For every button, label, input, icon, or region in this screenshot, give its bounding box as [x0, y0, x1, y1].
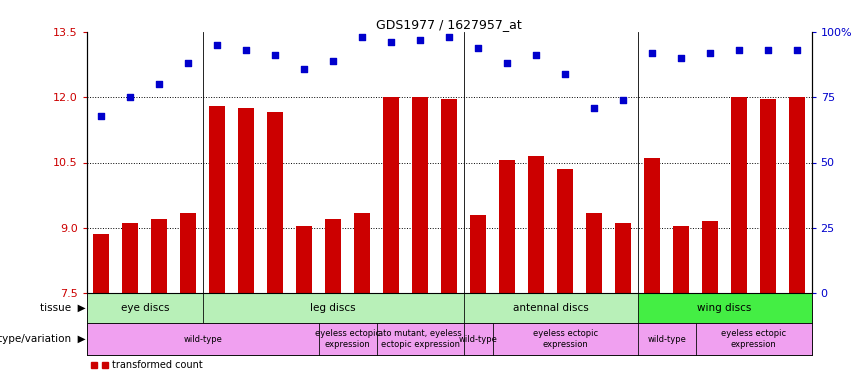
- Point: [210, 42, 224, 48]
- Text: antennal discs: antennal discs: [513, 303, 589, 313]
- Bar: [94, 234, 109, 293]
- Bar: [586, 213, 602, 293]
- Bar: [377, 323, 464, 355]
- Bar: [695, 323, 812, 355]
- Text: tissue  ▶: tissue ▶: [40, 303, 86, 313]
- Point: [123, 94, 137, 100]
- Bar: [87, 323, 319, 355]
- Bar: [674, 226, 689, 293]
- Bar: [493, 323, 638, 355]
- Text: wing discs: wing discs: [697, 303, 752, 313]
- Bar: [122, 224, 138, 293]
- Point: [268, 53, 282, 58]
- Bar: [209, 106, 225, 293]
- Text: genotype/variation  ▶: genotype/variation ▶: [0, 334, 86, 344]
- Bar: [319, 323, 377, 355]
- Bar: [638, 323, 695, 355]
- Point: [645, 50, 659, 56]
- Bar: [181, 213, 196, 293]
- Bar: [760, 99, 776, 293]
- Bar: [464, 293, 638, 323]
- Bar: [267, 112, 283, 293]
- Bar: [296, 226, 312, 293]
- Point: [558, 71, 572, 77]
- Point: [95, 112, 108, 118]
- Point: [529, 53, 543, 58]
- Point: [413, 37, 427, 43]
- Bar: [731, 97, 747, 293]
- Point: [587, 105, 601, 111]
- Point: [732, 47, 746, 53]
- Point: [616, 97, 630, 103]
- Bar: [239, 108, 254, 293]
- Point: [153, 81, 167, 87]
- Bar: [789, 97, 805, 293]
- Point: [443, 34, 457, 40]
- Text: leg discs: leg discs: [311, 303, 356, 313]
- Point: [703, 50, 717, 56]
- Text: eyeless ectopic
expression: eyeless ectopic expression: [533, 329, 598, 349]
- Bar: [644, 158, 660, 293]
- Bar: [87, 293, 203, 323]
- Text: eyeless ectopic
expression: eyeless ectopic expression: [315, 329, 380, 349]
- Text: transformed count: transformed count: [112, 360, 203, 370]
- Point: [471, 45, 485, 51]
- Text: wild-type: wild-type: [648, 334, 686, 344]
- Point: [240, 47, 253, 53]
- Text: eyeless ectopic
expression: eyeless ectopic expression: [721, 329, 786, 349]
- Text: eye discs: eye discs: [121, 303, 169, 313]
- Point: [355, 34, 369, 40]
- Bar: [702, 221, 718, 293]
- Bar: [412, 97, 428, 293]
- Bar: [638, 293, 812, 323]
- Point: [761, 47, 775, 53]
- Bar: [464, 323, 493, 355]
- Bar: [529, 156, 544, 293]
- Text: wild-type: wild-type: [183, 334, 222, 344]
- Bar: [470, 215, 486, 293]
- Bar: [203, 293, 464, 323]
- Bar: [499, 160, 515, 293]
- Bar: [557, 169, 573, 293]
- Bar: [441, 99, 457, 293]
- Bar: [615, 224, 631, 293]
- Bar: [354, 213, 370, 293]
- Point: [674, 55, 688, 61]
- Point: [385, 39, 398, 45]
- Point: [326, 58, 340, 64]
- Point: [790, 47, 804, 53]
- Bar: [151, 219, 168, 293]
- Bar: [384, 97, 399, 293]
- Point: [181, 60, 195, 66]
- Bar: [326, 219, 341, 293]
- Point: [500, 60, 514, 66]
- Title: GDS1977 / 1627957_at: GDS1977 / 1627957_at: [377, 18, 522, 31]
- Text: ato mutant, eyeless
ectopic expression: ato mutant, eyeless ectopic expression: [378, 329, 462, 349]
- Point: [297, 66, 312, 72]
- Text: wild-type: wild-type: [459, 334, 497, 344]
